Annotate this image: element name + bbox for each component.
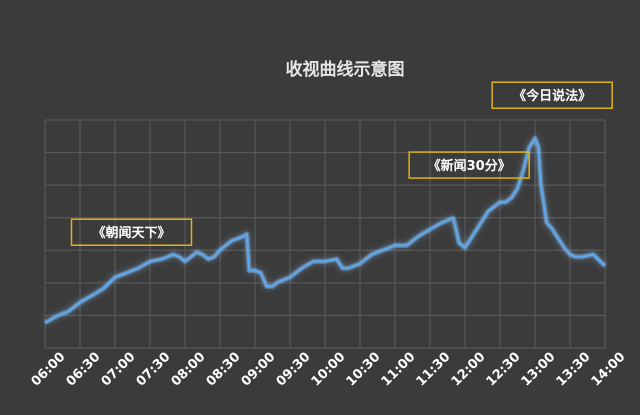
x-tick-label: 12:00 [449, 350, 489, 390]
x-tick-label: 10:30 [344, 350, 384, 390]
series-line [44, 137, 606, 324]
x-tick-label: 08:00 [169, 350, 209, 390]
annotations: 《朝闻天下》 《新闻30分》 《今日说法》 [70, 81, 613, 246]
annotation-label: 《新闻30分》 [428, 158, 511, 174]
annotation-label: 《今日说法》 [513, 88, 591, 104]
grid [44, 119, 606, 349]
annotation-box [70, 218, 193, 246]
x-tick-label: 09:00 [239, 350, 279, 390]
program-annotation: 《朝闻天下》 [70, 218, 193, 246]
program-annotation: 《今日说法》 [491, 81, 613, 109]
annotation-box [408, 151, 530, 179]
x-tick-label: 09:30 [274, 350, 314, 390]
x-tick-label: 06:30 [64, 350, 104, 390]
x-tick-label: 07:30 [134, 350, 174, 390]
x-tick-label: 11:00 [379, 350, 419, 390]
x-tick-label: 11:30 [414, 350, 454, 390]
annotation-label: 《朝闻天下》 [92, 225, 170, 241]
program-annotation: 《新闻30分》 [408, 151, 530, 179]
x-tick-label: 08:30 [204, 350, 244, 390]
x-tick-label: 06:00 [29, 350, 69, 390]
x-tick-label: 07:00 [99, 350, 139, 390]
chart-title: 收视曲线示意图 [286, 59, 405, 80]
x-tick-label: 14:00 [589, 350, 629, 390]
x-tick-label: 13:30 [554, 350, 594, 390]
x-tick-label: 10:00 [309, 350, 349, 390]
line-layer [43, 135, 607, 326]
annotation-box [491, 81, 613, 109]
x-tick-label: 13:00 [519, 350, 559, 390]
x-axis-ticks: 06:0006:3007:0007:3008:0008:3009:0009:30… [29, 350, 629, 390]
x-tick-label: 12:30 [484, 350, 524, 390]
